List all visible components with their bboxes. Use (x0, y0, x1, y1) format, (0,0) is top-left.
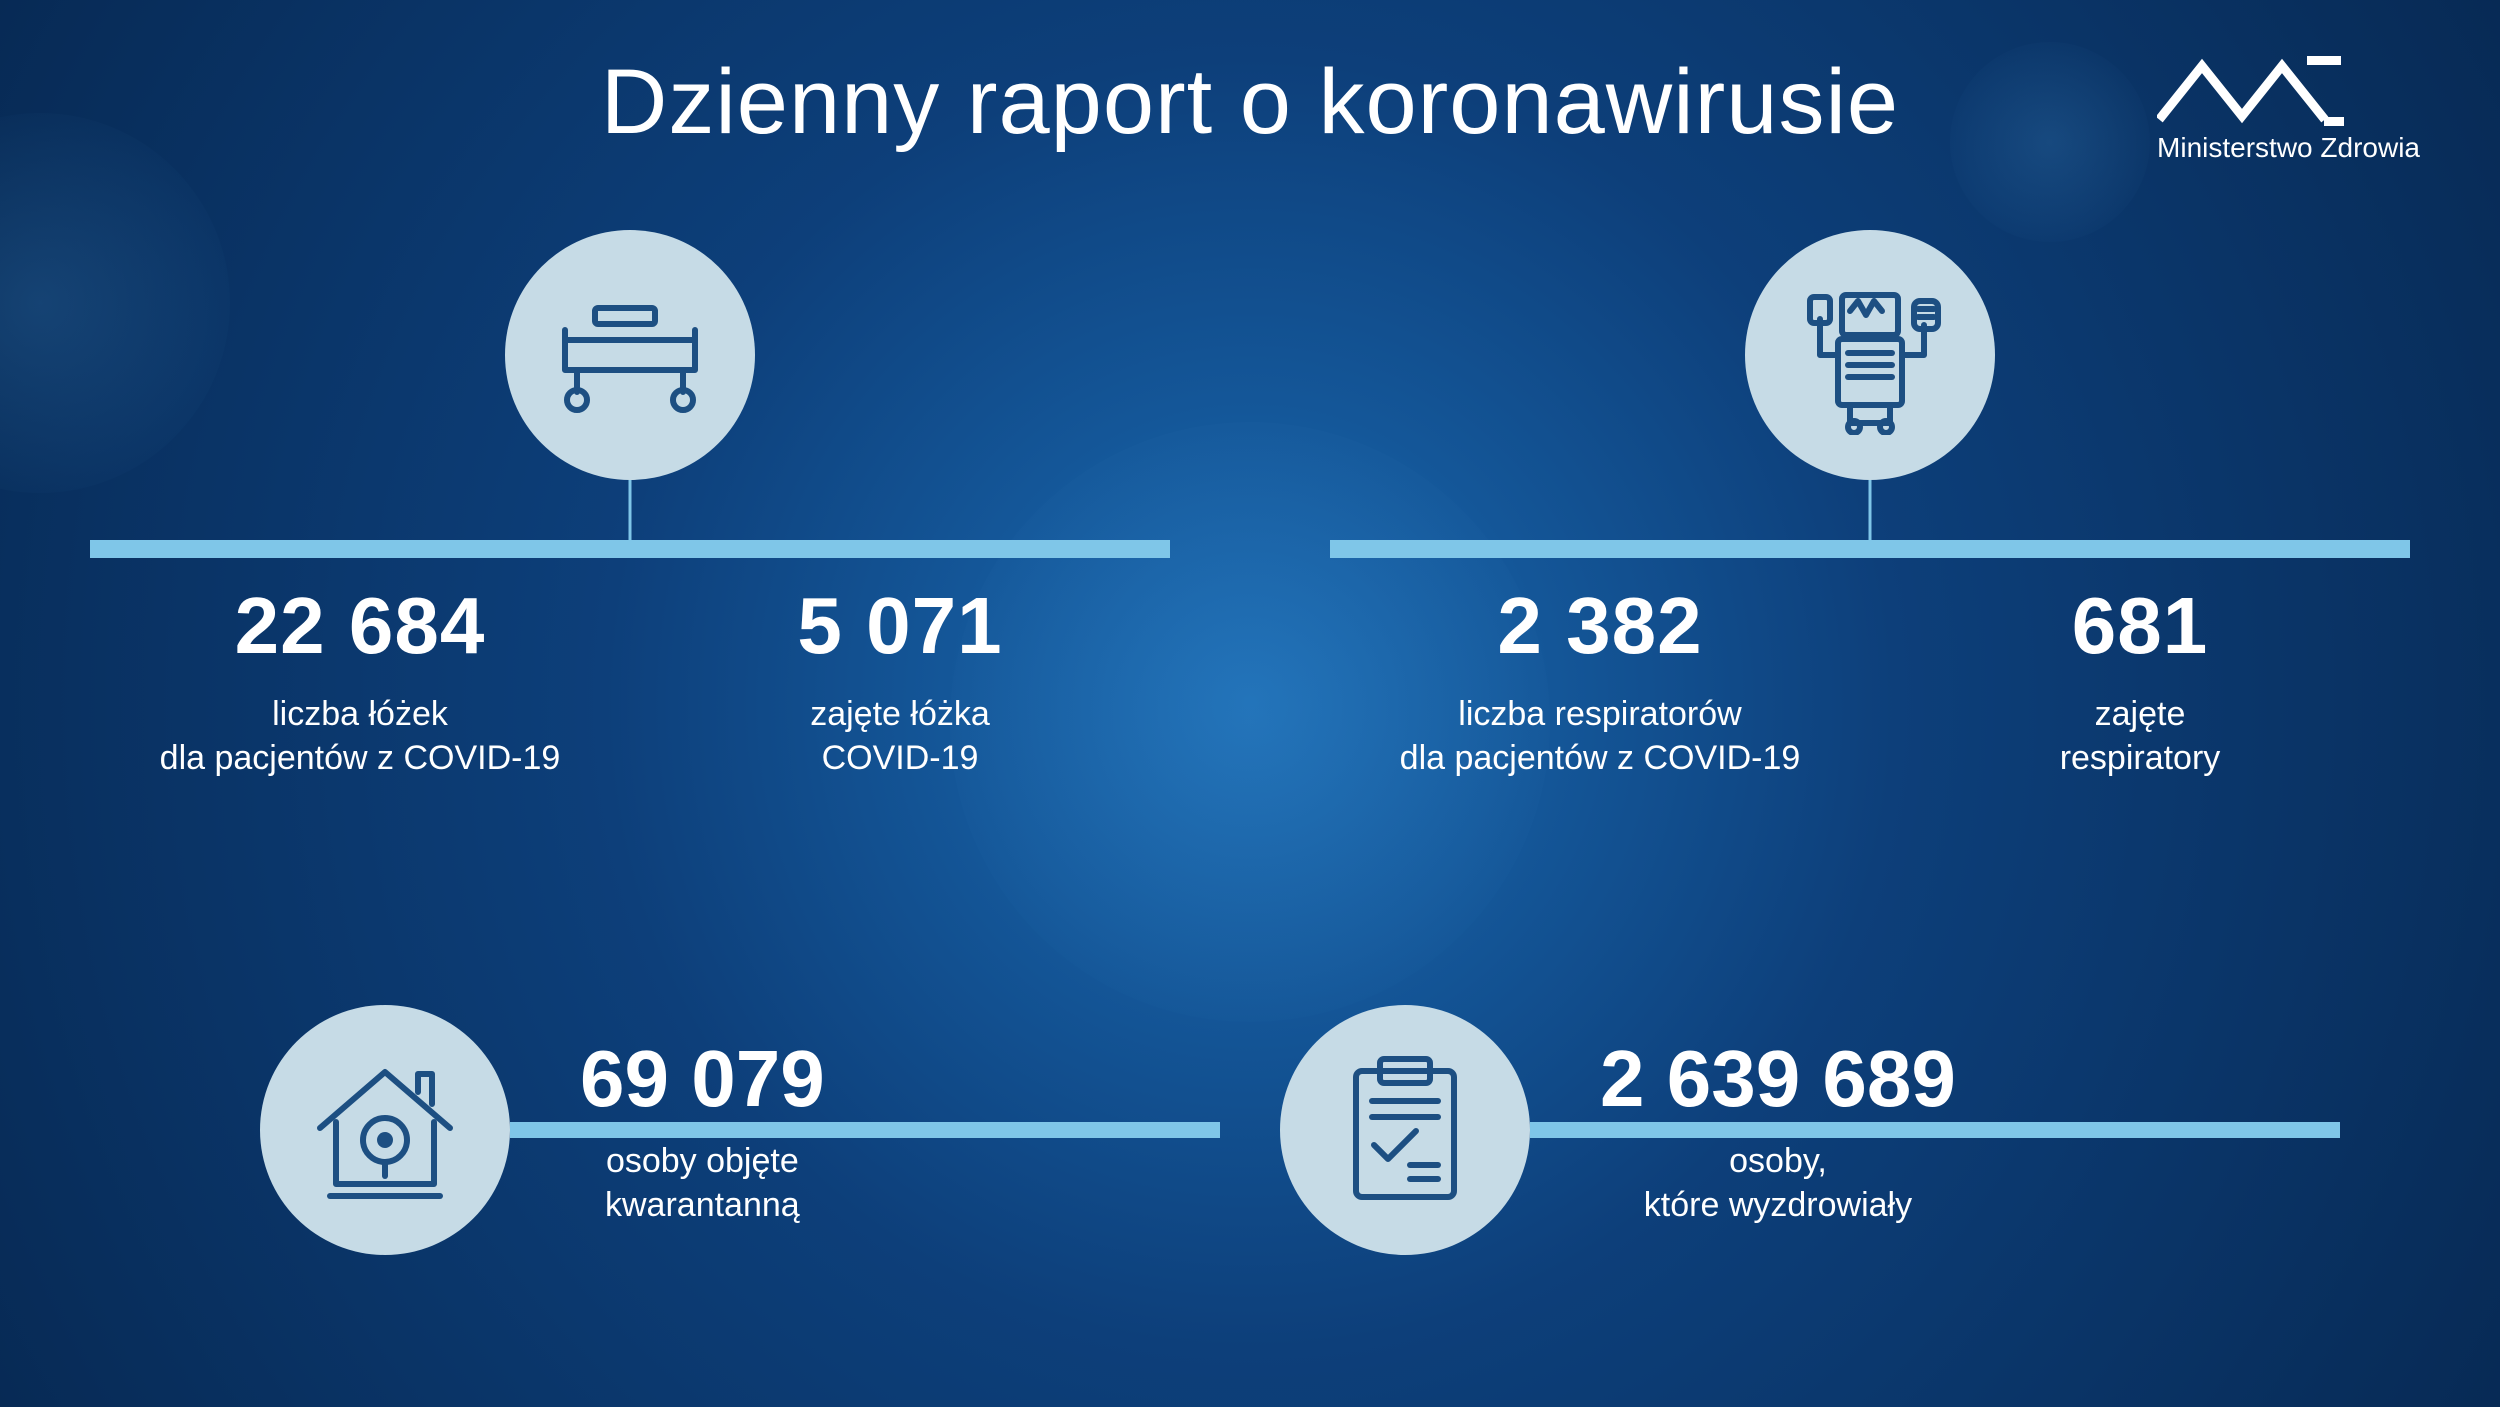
stat-value: 22 684 (90, 580, 630, 672)
stat-text: 2 639 689 osoby, które wyzdrowiały (1540, 1033, 1956, 1227)
stat-value: 681 (1870, 580, 2410, 672)
stat-beds-total: 22 684 liczba łóżek dla pacjentów z COVI… (90, 580, 630, 780)
stat-label: liczba respiratorów dla pacjentów z COVI… (1330, 692, 1870, 780)
ministry-logo-mark (2157, 56, 2347, 126)
stat-value: 2 382 (1330, 580, 1870, 672)
stat-group-beds: 22 684 liczba łóżek dla pacjentów z COVI… (90, 230, 1170, 790)
ministry-logo: Ministerstwo Zdrowia (2157, 56, 2420, 164)
stat-label: osoby objęte kwarantanną (580, 1139, 825, 1227)
connector-line (1869, 480, 1872, 540)
stat-card-quarantine: 69 079 osoby objęte kwarantanną (260, 980, 1220, 1280)
stat-card-recovered: 2 639 689 osoby, które wyzdrowiały (1280, 980, 2340, 1280)
stat-beds-occupied: 5 071 zajęte łóżka COVID-19 (630, 580, 1170, 780)
stat-label: zajęte łóżka COVID-19 (630, 692, 1170, 780)
stat-label: zajęte respiratory (1870, 692, 2410, 780)
quarantine-home-icon (260, 1005, 510, 1255)
infographic-root: Dzienny raport o koronawirusie Ministers… (0, 0, 2500, 1407)
clipboard-check-icon (1280, 1005, 1530, 1255)
page-title: Dzienny raport o koronawirusie (0, 50, 2500, 155)
ventilator-icon (1745, 230, 1995, 480)
stat-ventilators-occupied: 681 zajęte respiratory (1870, 580, 2410, 780)
connector-bar (1330, 540, 2410, 558)
connector-line (629, 480, 632, 540)
stat-text: 69 079 osoby objęte kwarantanną (520, 1033, 825, 1227)
stat-value: 69 079 (580, 1033, 825, 1125)
stat-label: liczba łóżek dla pacjentów z COVID-19 (90, 692, 630, 780)
hospital-bed-icon (505, 230, 755, 480)
stat-ventilators-total: 2 382 liczba respiratorów dla pacjentów … (1330, 580, 1870, 780)
stat-group-ventilators: 2 382 liczba respiratorów dla pacjentów … (1330, 230, 2410, 790)
ministry-logo-text: Ministerstwo Zdrowia (2157, 132, 2420, 164)
stat-label: osoby, które wyzdrowiały (1600, 1139, 1956, 1227)
stat-value: 5 071 (630, 580, 1170, 672)
connector-bar (90, 540, 1170, 558)
stat-value: 2 639 689 (1600, 1033, 1956, 1125)
